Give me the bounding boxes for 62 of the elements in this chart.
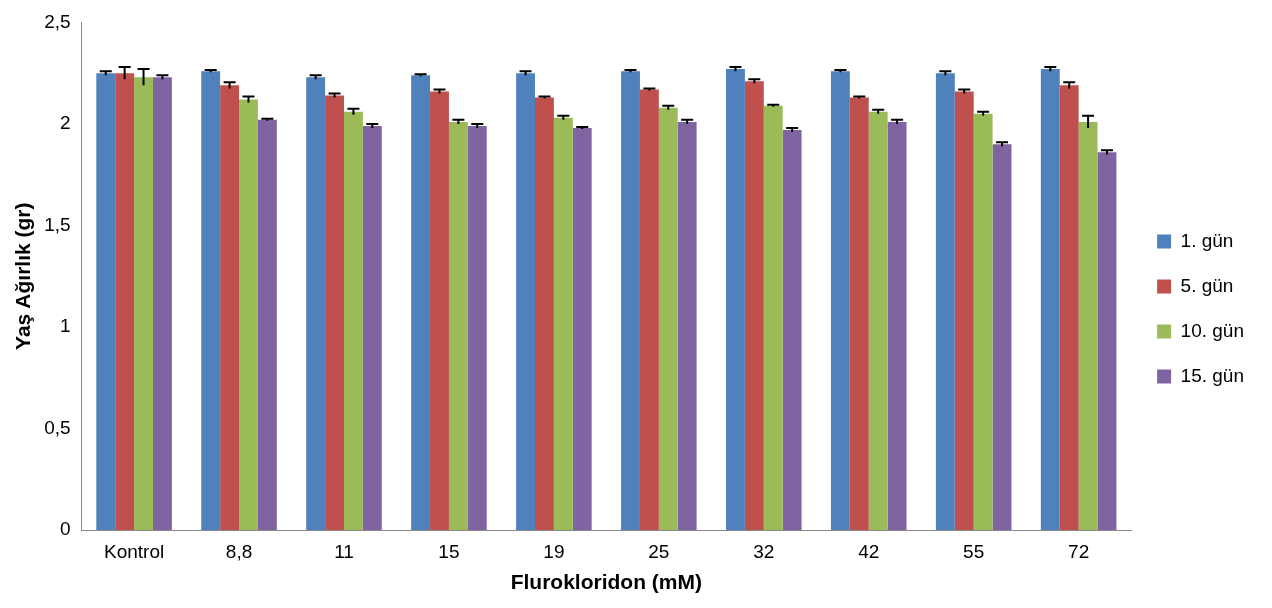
- bar: [887, 121, 907, 530]
- x-axis-title: Flurokloridon (mM): [510, 570, 703, 594]
- bar: [411, 75, 431, 530]
- bar: [343, 111, 363, 530]
- bar: [1078, 121, 1098, 530]
- bar: [992, 144, 1012, 530]
- bar: [782, 130, 802, 530]
- bar: [96, 73, 116, 530]
- bar: [658, 107, 678, 530]
- y-tick-label: 0: [60, 518, 71, 540]
- x-tick-label: 25: [648, 540, 670, 562]
- x-tick-label: 15: [438, 540, 460, 562]
- bar: [954, 91, 974, 530]
- x-tick-label: 72: [1068, 540, 1090, 562]
- bar: [1040, 69, 1060, 530]
- y-tick-label: 1,5: [44, 213, 71, 235]
- bar: [201, 71, 221, 530]
- y-tick-label: 2: [60, 112, 71, 134]
- x-tick-label: 55: [963, 540, 985, 562]
- bar: [677, 121, 697, 530]
- x-tick-label: 11: [334, 540, 354, 562]
- bar: [744, 81, 764, 530]
- bar: [516, 73, 535, 530]
- y-tick-label: 2,5: [44, 10, 71, 32]
- y-tick-label: 1: [60, 315, 71, 337]
- bar: [535, 97, 554, 530]
- bar: [621, 71, 640, 530]
- bar: [639, 89, 659, 530]
- bar: [553, 117, 573, 530]
- legend-label: 10. gün: [1180, 319, 1245, 341]
- bar: [306, 77, 326, 530]
- bar: [467, 125, 487, 530]
- bar: [257, 119, 277, 530]
- bar: [868, 111, 888, 530]
- x-tick-label: 42: [858, 540, 880, 562]
- bar: [152, 77, 172, 530]
- bar: [325, 95, 344, 530]
- x-tick-label: 19: [543, 540, 565, 562]
- bar: [572, 127, 592, 530]
- y-axis-title: Yaş Ağırlık (gr): [11, 202, 35, 350]
- bar: [134, 77, 153, 530]
- bar: [1097, 152, 1117, 530]
- bar: [726, 69, 745, 530]
- y-tick-label: 0,5: [44, 416, 71, 438]
- bar: [935, 73, 955, 530]
- bar: [362, 125, 382, 530]
- bar: [763, 105, 783, 530]
- bar: [430, 91, 449, 530]
- bar: [849, 97, 869, 530]
- bar: [973, 113, 993, 530]
- legend-label: 15. gün: [1180, 364, 1245, 386]
- bar: [239, 99, 258, 530]
- legend-label: 1. gün: [1180, 229, 1234, 251]
- x-tick-label: 32: [753, 540, 775, 562]
- bar: [830, 71, 850, 530]
- bar: [115, 73, 135, 530]
- x-tick-label: 8,8: [225, 540, 253, 562]
- bar: [1059, 85, 1079, 530]
- legend-label: 5. gün: [1180, 274, 1234, 296]
- x-tick-label: Kontrol: [103, 540, 165, 562]
- bar: [220, 85, 240, 530]
- bar: [448, 121, 468, 530]
